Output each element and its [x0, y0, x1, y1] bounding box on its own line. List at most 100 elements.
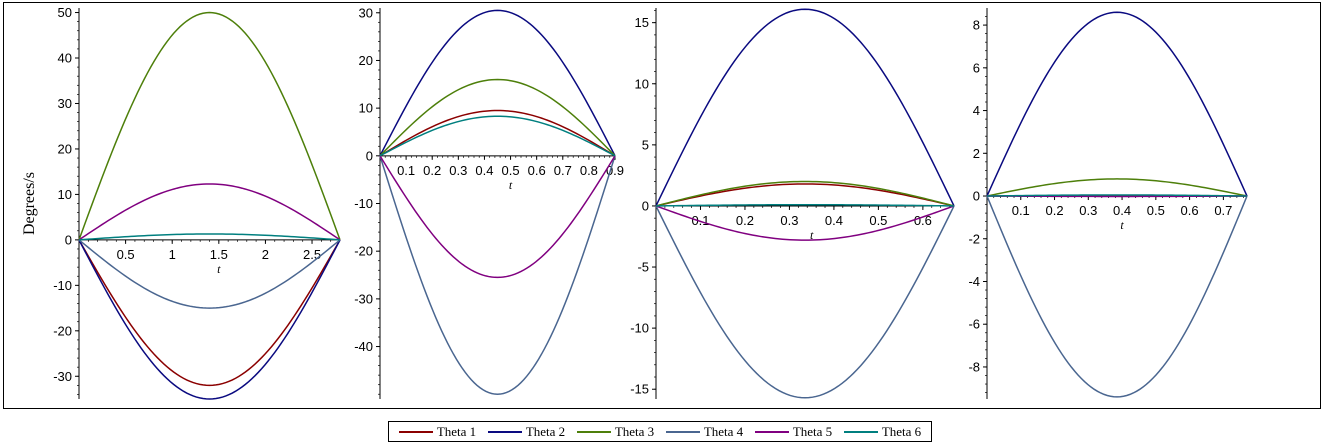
x-tick-label: 0.1	[691, 213, 709, 228]
series-theta-2	[655, 8, 955, 207]
y-tick-label: -15	[630, 382, 649, 397]
x-tick-label: 1	[169, 247, 176, 262]
y-tick-label: 50	[58, 5, 72, 20]
legend-swatch	[487, 430, 522, 433]
x-tick-label: 0.2	[736, 213, 754, 228]
legend-item: Theta 6	[843, 424, 921, 440]
x-tick-label: 0.7	[1214, 203, 1232, 218]
x-tick-label: 0.8	[580, 163, 598, 178]
x-axis-label: t	[217, 262, 221, 276]
x-tick-label: 0.3	[449, 163, 467, 178]
legend-label: Theta 4	[703, 423, 744, 439]
y-tick-label: -30	[53, 369, 72, 384]
y-tick-label: -10	[354, 196, 373, 211]
series-theta-6	[986, 194, 1248, 197]
x-tick-label: 2.5	[303, 247, 321, 262]
x-axis-label: t	[509, 178, 513, 192]
y-tick-label: 20	[359, 53, 373, 68]
series-theta-6	[655, 203, 955, 207]
y-tick-label: 2	[973, 146, 980, 161]
legend-label: Theta 5	[792, 423, 833, 439]
x-tick-label: 0.9	[606, 163, 624, 178]
chart-3: 15 10 5 0 -5 -10 -15 0.1 0.2 0.3 0.4 0.5 0.6 t	[630, 8, 955, 399]
y-tick-label: -5	[637, 260, 649, 275]
y-tick-label: -4	[968, 274, 980, 289]
legend-item: Theta 1	[398, 423, 477, 440]
series-theta-4	[986, 195, 1248, 398]
x-tick-label: 1.5	[210, 247, 228, 262]
series-theta-2	[78, 239, 341, 400]
y-tick-label: 10	[635, 76, 649, 91]
y-axis-label: Degrees/s	[21, 172, 38, 235]
series-theta-1	[78, 239, 341, 387]
series-theta-5	[379, 155, 616, 279]
y-tick-label: -20	[53, 323, 72, 338]
series-theta-4	[379, 155, 616, 395]
series-theta-3	[655, 180, 955, 207]
y-tick-label: 5	[642, 137, 649, 152]
y-tick-label: -10	[630, 321, 649, 336]
chart-4: 8 6 4 2 0 -2 -4 -6 -8 0.1 0.2 0.3 0.4 0.5 0.6 0.7 t	[968, 8, 1248, 399]
y-tick-label: 30	[359, 5, 373, 20]
series-theta-6	[379, 115, 616, 157]
x-tick-label: 0.6	[1181, 203, 1199, 218]
y-tick-label: 20	[58, 141, 72, 156]
x-tick-label: 0.6	[528, 163, 546, 178]
series-theta-2	[986, 11, 1248, 197]
x-axis-label: t	[810, 228, 814, 242]
x-tick-label: 0.2	[1045, 203, 1063, 218]
series-theta-2	[379, 9, 616, 157]
x-tick-label: 0.3	[1079, 203, 1097, 218]
x-tick-label: 0.7	[554, 163, 572, 178]
y-tick-label: -10	[53, 278, 72, 293]
y-tick-label: -6	[968, 317, 980, 332]
series-theta-4	[78, 239, 341, 309]
legend: Theta 1 Theta 2 Theta 3 Theta 4 Theta 5 Theta…	[388, 421, 932, 442]
series-theta-5	[78, 183, 341, 241]
x-tick-label: 0.5	[1147, 203, 1165, 218]
y-tick-label: -40	[354, 339, 373, 354]
y-tick-label: 8	[973, 18, 980, 33]
y-tick-label: 0	[366, 148, 373, 163]
x-tick-label: 0.1	[1012, 203, 1030, 218]
y-tick-label: 0	[65, 232, 72, 247]
y-tick-label: -8	[968, 359, 980, 374]
y-tick-label: -2	[968, 231, 980, 246]
y-tick-label: 30	[58, 96, 72, 111]
legend-swatch	[665, 430, 700, 433]
series-theta-1	[655, 183, 955, 207]
x-tick-label: 0.4	[825, 213, 843, 228]
legend-label: Theta 2	[525, 423, 566, 439]
legend-item: Theta 2	[487, 423, 566, 440]
y-tick-label: 10	[58, 187, 72, 202]
x-tick-label: 0.3	[780, 213, 798, 228]
x-tick-label: 0.5	[117, 247, 135, 262]
y-tick-label: 4	[973, 103, 980, 118]
x-tick-label: 0.1	[397, 163, 415, 178]
legend-item: Theta 4	[665, 423, 744, 440]
x-tick-label: 0.5	[502, 163, 520, 178]
series-theta-3	[379, 78, 616, 157]
legend-label: Theta 3	[614, 423, 655, 439]
y-tick-label: 40	[58, 51, 72, 66]
legend-swatch	[754, 430, 789, 433]
y-tick-label: 0	[973, 189, 980, 204]
y-tick-label: -20	[354, 244, 373, 259]
legend-swatch	[398, 430, 433, 433]
y-tick-label: 10	[359, 101, 373, 116]
series-theta-1	[379, 109, 616, 157]
chart-1: 50 40 30 20 10 0 -10 -20 -30 0.5 1 1.5 2 2.5 t Degrees/…	[21, 5, 341, 400]
legend-label: Theta 1	[436, 423, 477, 439]
x-tick-label: 0.6	[914, 213, 932, 228]
x-tick-label: 0.5	[869, 213, 887, 228]
legend-swatch	[576, 430, 611, 433]
legend-item: Theta 5	[754, 423, 833, 440]
series-theta-4	[655, 205, 955, 399]
y-tick-label: -30	[354, 291, 373, 306]
series-theta-6	[78, 233, 341, 241]
x-tick-label: 0.4	[1113, 203, 1131, 218]
legend-swatch	[843, 430, 878, 433]
series-theta-3	[986, 178, 1248, 197]
x-tick-label: 2	[262, 247, 269, 262]
